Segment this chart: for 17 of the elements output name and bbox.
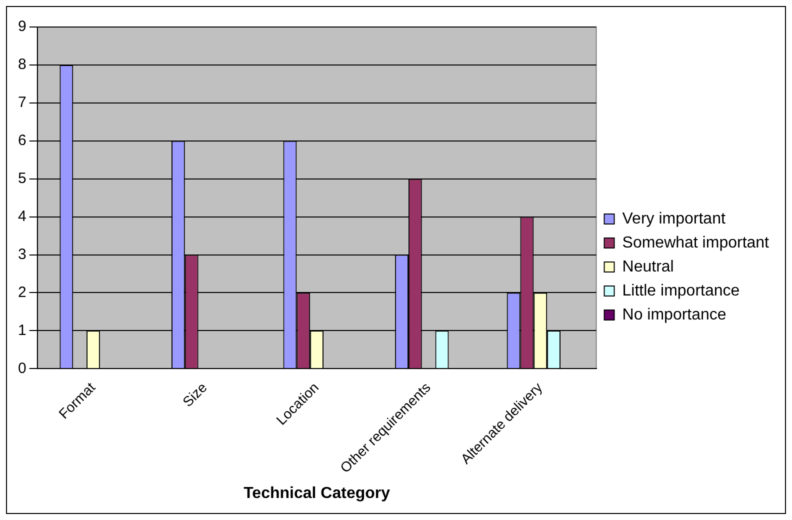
legend-label: Neutral — [622, 258, 674, 276]
y-tick-label: 8 — [18, 56, 26, 74]
y-tick-label: 1 — [18, 322, 26, 339]
y-tick-label: 2 — [18, 284, 26, 301]
legend-label: Very important — [622, 210, 726, 228]
y-tick-label: 6 — [18, 132, 26, 150]
y-tick-label: 7 — [18, 94, 26, 112]
y-tick-label: 4 — [18, 208, 26, 225]
y-tick-label: 5 — [18, 170, 26, 187]
legend-label: Little importance — [622, 282, 740, 300]
x-tick-label: Size — [179, 378, 210, 410]
y-tick-label: 9 — [18, 18, 26, 36]
y-tick-label: 0 — [18, 360, 26, 377]
legend-label: No importance — [622, 306, 726, 324]
legend-label: Somewhat important — [622, 234, 770, 252]
x-axis-title: Technical Category — [244, 484, 390, 502]
y-tick-label: 3 — [18, 246, 26, 263]
